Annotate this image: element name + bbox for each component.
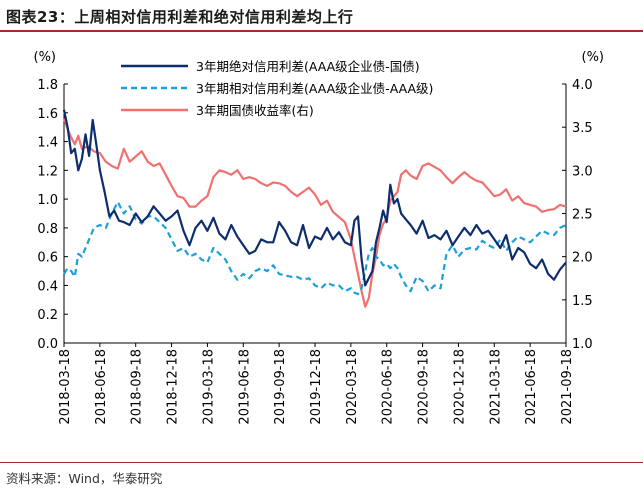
right-tick-label: 4.0 xyxy=(572,78,593,93)
right-tick-label: 2.0 xyxy=(572,251,593,266)
series-layer xyxy=(62,109,567,308)
left-tick-label: 0.4 xyxy=(37,279,58,294)
x-tick-label: 2019-09-18 xyxy=(273,349,288,425)
source-note: 资料来源：Wind，华泰研究 xyxy=(6,471,163,486)
x-tick-label: 2020-06-18 xyxy=(381,349,396,425)
left-tick-label: 1.8 xyxy=(37,78,58,93)
x-tick-label: 2021-09-18 xyxy=(560,349,575,425)
title-rule xyxy=(0,30,643,32)
legend-label-1: 3年期绝对信用利差(AAA级企业债-国债) xyxy=(196,59,420,74)
left-tick-label: 1.4 xyxy=(37,136,58,151)
series-line-1 xyxy=(62,109,567,287)
legend: 3年期绝对信用利差(AAA级企业债-国债) 3年期相对信用利差(AAA级企业债-A… xyxy=(121,59,433,118)
x-tick-label: 2020-09-18 xyxy=(417,349,432,425)
x-tick-label: 2018-12-18 xyxy=(166,349,181,425)
right-tick-label: 2.5 xyxy=(572,208,593,223)
legend-label-2: 3年期相对信用利差(AAA级企业债-AAA级) xyxy=(196,81,433,96)
x-tick-label: 2018-09-18 xyxy=(130,349,145,425)
right-tick-label: 1.5 xyxy=(572,294,593,309)
x-tick-label: 2019-06-18 xyxy=(237,349,252,425)
x-tick-label: 2020-12-18 xyxy=(452,349,467,425)
x-tick-label: 2019-12-18 xyxy=(309,349,324,425)
figure-title: 图表23：上周相对信用利差和绝对信用利差均上行 xyxy=(6,8,354,26)
right-tick-label: 3.5 xyxy=(572,121,593,136)
series-line-2 xyxy=(63,200,567,296)
x-tick-label: 2021-06-18 xyxy=(524,349,539,425)
right-tick-label: 1.0 xyxy=(572,337,593,352)
x-tick-label: 2021-03-18 xyxy=(488,349,503,425)
right-tick-label: 3.0 xyxy=(572,164,593,179)
left-tick-label: 0.6 xyxy=(37,251,58,266)
series-line-3 xyxy=(62,118,567,308)
source-rule xyxy=(0,462,643,463)
left-tick-label: 0.2 xyxy=(37,308,58,323)
left-tick-label: 0.8 xyxy=(37,222,58,237)
x-tick-label: 2019-03-18 xyxy=(201,349,216,425)
x-tick-label: 2018-06-18 xyxy=(94,349,109,425)
x-tick-label: 2020-03-18 xyxy=(345,349,360,425)
left-tick-label: 0.0 xyxy=(37,337,58,352)
right-axis-unit: (%) xyxy=(582,50,605,65)
x-tick-label: 2018-03-18 xyxy=(58,349,73,425)
left-axis-unit: (%) xyxy=(34,50,57,65)
legend-label-3: 3年期国债收益率(右) xyxy=(196,103,314,118)
left-tick-label: 1.2 xyxy=(37,164,58,179)
left-tick-label: 1.0 xyxy=(37,193,58,208)
axes-layer: (%) (%) 0.0 0.2 0.4 0.6 0.8 1.0 1.2 1.4 1.6 1.8 1.0 1… xyxy=(34,50,605,425)
left-tick-label: 1.6 xyxy=(37,107,58,122)
